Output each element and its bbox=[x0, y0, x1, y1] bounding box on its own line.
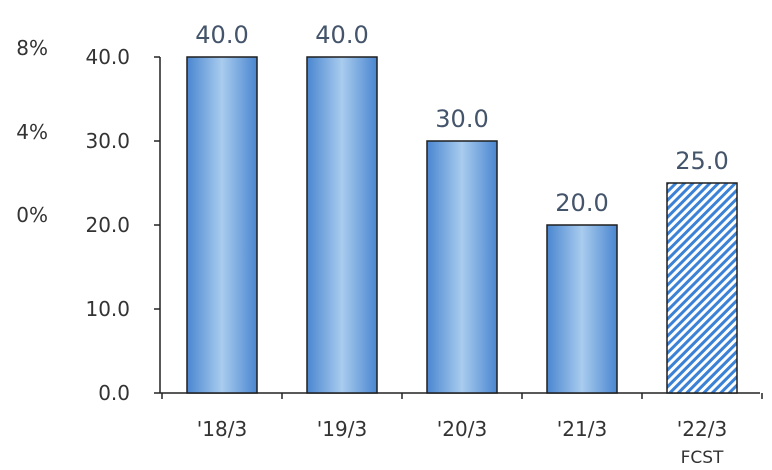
secondary-axis-labels: 8% 4% 0% bbox=[16, 36, 48, 227]
x-tick-label: '21/3 bbox=[557, 417, 607, 441]
secondary-axis-label: 0% bbox=[16, 203, 48, 227]
bar bbox=[186, 56, 258, 394]
x-tick-sublabel: FCST bbox=[681, 448, 724, 468]
category-labels: '18/3 '19/3 '20/3 '21/3 '22/3 FCST bbox=[197, 417, 727, 468]
y-tick-label: 30.0 bbox=[85, 129, 130, 153]
x-tick-label: '18/3 bbox=[197, 417, 247, 441]
y-axis: 0.0 10.0 20.0 30.0 40.0 bbox=[85, 45, 161, 405]
data-label: 20.0 bbox=[555, 189, 608, 217]
x-axis bbox=[160, 392, 763, 399]
data-labels: 40.0 40.0 30.0 20.0 25.0 bbox=[195, 21, 728, 217]
secondary-axis-label: 8% bbox=[16, 36, 48, 60]
bar bbox=[546, 224, 618, 394]
data-label: 30.0 bbox=[435, 105, 488, 133]
data-label: 25.0 bbox=[675, 147, 728, 175]
data-label: 40.0 bbox=[195, 21, 248, 49]
secondary-axis-label: 4% bbox=[16, 120, 48, 144]
x-tick-label: '20/3 bbox=[437, 417, 487, 441]
y-tick-label: 0.0 bbox=[98, 381, 130, 405]
x-tick-label: '22/3 bbox=[677, 417, 727, 441]
x-tick-label: '19/3 bbox=[317, 417, 367, 441]
y-tick-label: 40.0 bbox=[85, 45, 130, 69]
bar-series bbox=[186, 56, 738, 394]
y-tick-label: 20.0 bbox=[85, 213, 130, 237]
bar-forecast bbox=[666, 182, 738, 394]
bar bbox=[426, 140, 498, 394]
data-label: 40.0 bbox=[315, 21, 368, 49]
bar bbox=[306, 56, 378, 394]
y-tick-label: 10.0 bbox=[85, 297, 130, 321]
